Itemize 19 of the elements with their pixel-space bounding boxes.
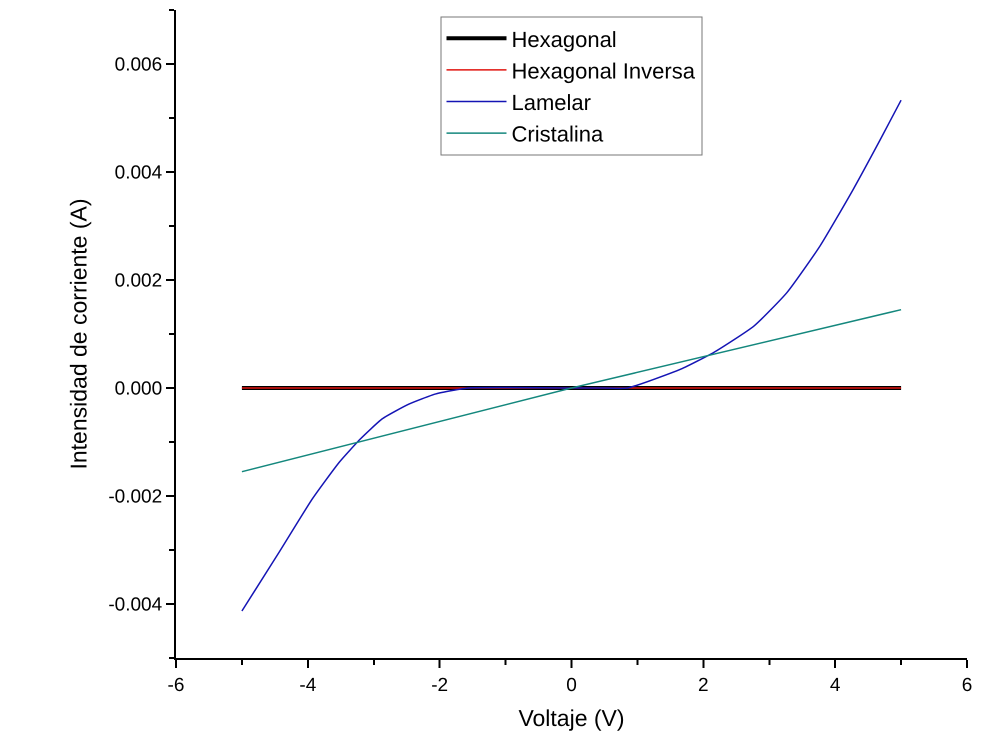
x-tick-label: -4 [299,674,317,696]
legend-label: Cristalina [512,122,604,147]
y-tick-label: -0.002 [108,486,162,508]
y-tick-label: 0.004 [114,162,163,184]
y-tick-label: 0.000 [114,378,162,400]
x-tick-label: -2 [431,674,448,696]
x-tick-label: 2 [698,674,709,696]
y-tick-label: 0.002 [114,270,162,292]
x-tick-label: 0 [566,674,577,696]
legend-label: Hexagonal [512,26,617,52]
x-tick-label: -6 [168,674,184,696]
x-tick-label: 6 [962,674,972,696]
y-axis-title: Intensidad de corriente (A) [65,198,92,470]
y-tick-label: -0.004 [108,594,163,616]
x-axis-title: Voltaje (V) [518,704,625,731]
y-tick-label: 0.006 [114,54,162,76]
legend-label: Hexagonal Inversa [512,58,696,84]
legend-label: Lamelar [512,90,591,116]
x-tick-label: 4 [830,674,841,696]
